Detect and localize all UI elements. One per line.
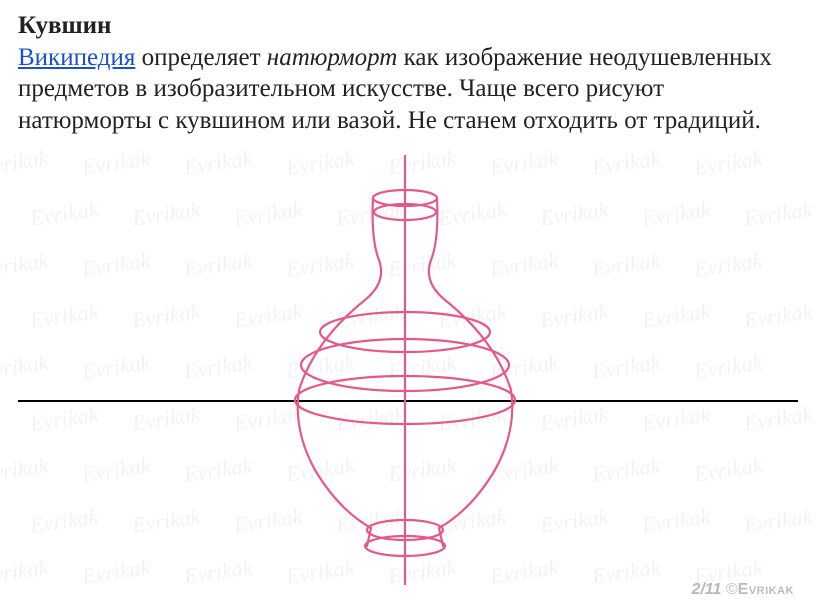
watermark-text: Evrikak bbox=[131, 503, 202, 538]
watermark-text: Evrikak bbox=[183, 452, 254, 487]
watermark-text: Evrikak bbox=[131, 299, 202, 334]
watermark-text: Evrikak bbox=[183, 350, 254, 385]
watermark-text: Evrikak bbox=[693, 350, 764, 385]
watermark-text: Evrikak bbox=[0, 150, 50, 181]
watermark-text: Evrikak bbox=[693, 248, 764, 283]
page-number: 2/11 bbox=[691, 581, 721, 598]
watermark-text: Evrikak bbox=[81, 150, 152, 181]
watermark-text: Evrikak bbox=[539, 503, 610, 538]
watermark-text: Evrikak bbox=[81, 554, 152, 589]
watermark-text: Evrikak bbox=[641, 401, 712, 436]
watermark-text: Evrikak bbox=[81, 248, 152, 283]
para-text-1: определяет bbox=[135, 44, 266, 71]
wikipedia-link[interactable]: Википедия bbox=[18, 44, 135, 71]
watermark-text: Evrikak bbox=[641, 503, 712, 538]
watermark-text: Evrikak bbox=[131, 401, 202, 436]
watermark-text: Evrikak bbox=[539, 299, 610, 334]
watermark-text: Evrikak bbox=[641, 196, 712, 231]
watermark-text: Evrikak bbox=[539, 196, 610, 231]
body-paragraph: Википедия определяет натюрморт как изобр… bbox=[18, 42, 798, 136]
watermark-text: Evrikak bbox=[591, 554, 662, 589]
watermark-text: Evrikak bbox=[591, 350, 662, 385]
watermark-text: Evrikak bbox=[131, 196, 202, 231]
watermark-text: Evrikak bbox=[641, 299, 712, 334]
page-title: Кувшин bbox=[18, 12, 798, 40]
watermark-text: Evrikak bbox=[591, 248, 662, 283]
watermark-text: Evrikak bbox=[0, 350, 50, 385]
italic-term: натюрморт bbox=[267, 44, 398, 71]
watermark-text: Evrikak bbox=[743, 299, 814, 334]
watermark-text: Evrikak bbox=[29, 299, 100, 334]
watermark-text: Evrikak bbox=[591, 150, 662, 181]
watermark-text: Evrikak bbox=[0, 452, 50, 487]
watermark-text: Evrikak bbox=[0, 554, 50, 589]
watermark-text: Evrikak bbox=[183, 554, 254, 589]
watermark-text: Evrikak bbox=[693, 150, 764, 181]
watermark-text: Evrikak bbox=[743, 503, 814, 538]
watermark-text: Evrikak bbox=[29, 503, 100, 538]
watermark-text: Evrikak bbox=[539, 401, 610, 436]
watermark-text: Evrikak bbox=[743, 196, 814, 231]
figure-area: Evrikak Evrikak Evrikak Evrikak Evrikak Evrik… bbox=[0, 150, 816, 610]
watermark-text: Evrikak bbox=[29, 401, 100, 436]
watermark-text: Evrikak bbox=[81, 350, 152, 385]
watermark-text: Evrikak bbox=[693, 452, 764, 487]
watermark-text: Evrikak bbox=[743, 401, 814, 436]
vase-diagram bbox=[275, 150, 535, 590]
footer: 2/11 ©Evrikak bbox=[691, 581, 794, 599]
copyright-symbol: © bbox=[726, 581, 738, 598]
watermark-text: Evrikak bbox=[29, 196, 100, 231]
watermark-text: Evrikak bbox=[81, 452, 152, 487]
watermark-text: Evrikak bbox=[0, 248, 50, 283]
watermark-text: Evrikak bbox=[183, 248, 254, 283]
brand-name: Evrikak bbox=[738, 581, 794, 598]
watermark-text: Evrikak bbox=[183, 150, 254, 181]
watermark-text: Evrikak bbox=[591, 452, 662, 487]
